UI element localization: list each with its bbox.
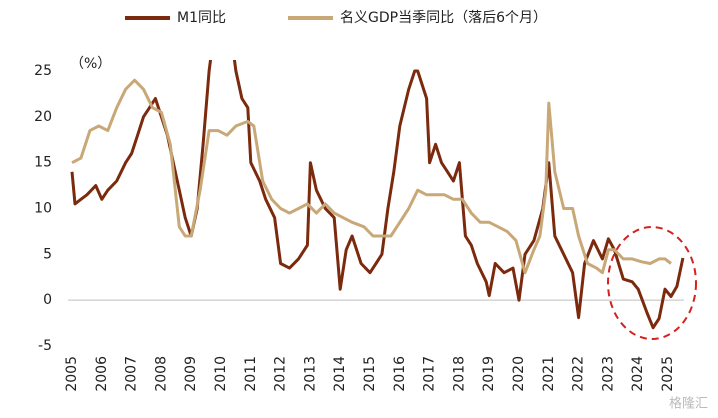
x-tick-label: 2023 bbox=[600, 356, 616, 392]
x-tick-label: 2021 bbox=[541, 356, 557, 392]
x-tick-label: 2011 bbox=[243, 356, 259, 392]
y-tick-label: 15 bbox=[34, 155, 52, 171]
x-tick-label: 2022 bbox=[571, 356, 587, 392]
series-line bbox=[71, 78, 672, 275]
highlight-ellipse bbox=[607, 226, 697, 340]
x-tick-label: 2015 bbox=[362, 356, 378, 392]
x-tick-label: 2009 bbox=[183, 356, 199, 392]
watermark: 格隆汇 bbox=[669, 396, 708, 412]
x-tick-label: 2005 bbox=[64, 356, 80, 392]
series-line bbox=[70, 60, 685, 330]
x-tick-label: 2008 bbox=[153, 356, 169, 392]
x-tick-label: 2019 bbox=[481, 356, 497, 392]
x-tick-label: 2012 bbox=[273, 356, 289, 392]
legend-label: 名义GDP当季同比（落后6个月） bbox=[340, 10, 547, 26]
x-tick-label: 2010 bbox=[213, 356, 229, 392]
x-tick-label: 2007 bbox=[124, 356, 140, 392]
y-tick-label: -5 bbox=[38, 338, 52, 354]
x-tick-label: 2024 bbox=[630, 356, 646, 392]
y-tick-label: 20 bbox=[34, 109, 52, 125]
x-tick-label: 2014 bbox=[332, 356, 348, 392]
y-tick-label: 10 bbox=[34, 201, 52, 217]
x-tick-label: 2006 bbox=[94, 356, 110, 392]
y-tick-label: 0 bbox=[43, 292, 52, 308]
x-tick-label: 2020 bbox=[511, 356, 527, 392]
y-tick-label: 25 bbox=[34, 63, 52, 79]
y-tick-label: 5 bbox=[43, 246, 52, 262]
plot-area bbox=[70, 60, 685, 330]
x-tick-label: 2017 bbox=[422, 356, 438, 392]
legend-label: M1同比 bbox=[177, 10, 226, 26]
unit-label: （%） bbox=[70, 56, 111, 72]
x-tick-label: 2025 bbox=[660, 356, 676, 392]
x-tick-label: 2013 bbox=[302, 356, 318, 392]
x-tick-label: 2016 bbox=[392, 356, 408, 392]
x-tick-label: 2018 bbox=[451, 356, 467, 392]
